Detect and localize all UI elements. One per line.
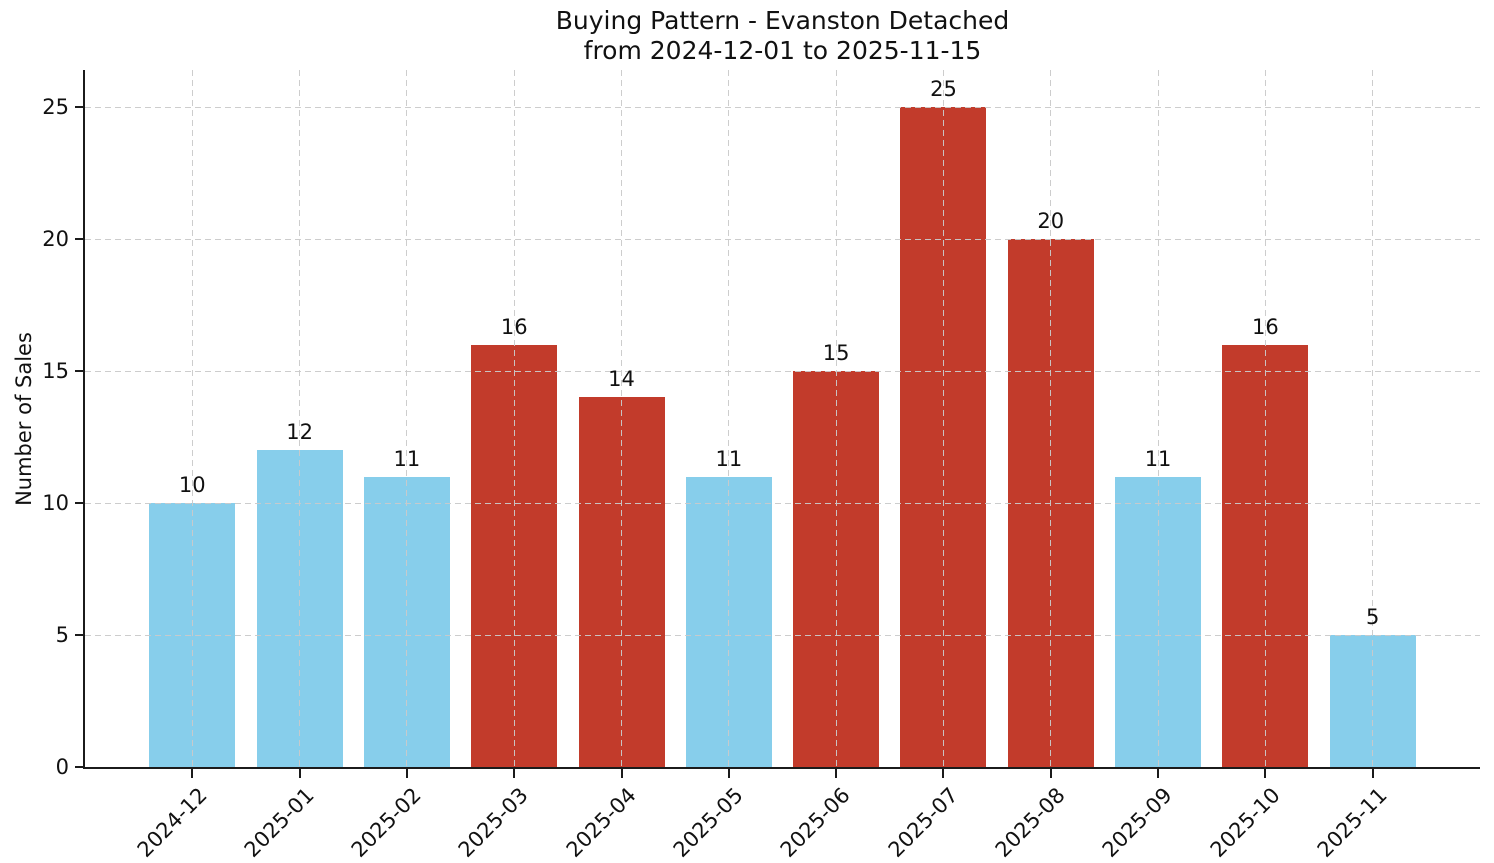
y-tick-label: 0	[55, 755, 69, 779]
bar-value-label: 11	[393, 446, 421, 471]
bar-2025-08	[1007, 238, 1094, 767]
x-tick-mark	[1371, 769, 1374, 778]
x-tick-mark	[727, 769, 730, 778]
x-tick-mark	[298, 769, 301, 778]
y-tick-label: 20	[42, 226, 69, 251]
y-tick-label: 15	[42, 358, 69, 383]
bar-value-label: 5	[1366, 605, 1380, 629]
plot-area: 0 5 10 15 20 25 10 2024-12 12 2025-01 11 2025-02 16 2…	[42, 70, 1480, 862]
x-tick-mark	[1264, 769, 1267, 778]
x-tick-label: 2025-03	[454, 783, 534, 863]
bar-value-label: 12	[286, 420, 313, 445]
y-tick-mark	[75, 369, 83, 372]
bar-value-label: 11	[1144, 446, 1172, 471]
y-tick-label: 25	[42, 94, 69, 119]
y-tick-mark	[75, 766, 83, 768]
x-tick-mark	[405, 769, 408, 778]
bar-2025-03	[471, 344, 558, 767]
bar-value-label: 11	[715, 446, 743, 471]
y-tick-mark	[75, 501, 83, 504]
x-tick-label: 2024-12	[132, 783, 212, 863]
x-tick-mark	[620, 769, 623, 778]
x-tick-label: 2025-01	[239, 783, 319, 863]
x-tick-label: 2025-05	[668, 783, 748, 863]
bar-value-label: 16	[500, 314, 528, 339]
bar-2025-11	[1329, 635, 1416, 767]
bar-2024-12	[149, 503, 236, 767]
bar-value-label: 16	[1252, 314, 1279, 339]
x-tick-label: 2025-11	[1312, 783, 1392, 863]
bar-2025-05	[685, 476, 772, 767]
y-tick-mark	[75, 237, 83, 240]
x-tick-label: 2025-04	[561, 783, 641, 863]
x-tick-mark	[1049, 769, 1052, 778]
x-tick-mark	[942, 769, 945, 778]
chart-subtitle: from 2024-12-01 to 2025-11-15	[583, 36, 982, 65]
bar-2025-04	[578, 397, 665, 767]
y-axis-label: Number of Sales	[12, 332, 36, 506]
bar-value-label: 14	[608, 367, 635, 392]
bar-value-label: 20	[1037, 208, 1065, 233]
x-tick-label: 2025-09	[1098, 783, 1178, 863]
h-gridline	[85, 106, 1480, 108]
x-tick-mark	[513, 769, 516, 778]
bar-2025-02	[363, 476, 450, 767]
y-tick-label: 10	[42, 490, 69, 515]
bar-value-label: 25	[930, 76, 957, 101]
bar-2025-07	[900, 106, 987, 767]
chart-title: Buying Pattern - Evanston Detached	[555, 6, 1010, 35]
x-tick-mark	[1157, 769, 1160, 778]
bar-2025-06	[793, 370, 880, 767]
y-tick-mark	[75, 633, 83, 636]
y-tick-mark	[75, 105, 83, 108]
chart-title-block: Buying Pattern - Evanston Detached from …	[85, 6, 1480, 66]
y-tick-label: 5	[55, 622, 69, 647]
x-tick-label: 2025-08	[990, 783, 1070, 863]
bar-2025-01	[256, 450, 343, 767]
x-tick-label: 2025-02	[346, 783, 426, 863]
x-tick-label: 2025-07	[883, 783, 963, 863]
x-tick-mark	[835, 769, 838, 778]
bar-2025-10	[1222, 344, 1309, 767]
bar-2025-09	[1115, 476, 1202, 767]
x-tick-label: 2025-06	[776, 783, 856, 863]
bar-value-label: 10	[178, 473, 206, 497]
h-gridline	[85, 238, 1480, 240]
x-tick-label: 2025-10	[1205, 783, 1285, 863]
x-tick-mark	[191, 769, 194, 778]
bar-value-label: 15	[822, 340, 850, 365]
